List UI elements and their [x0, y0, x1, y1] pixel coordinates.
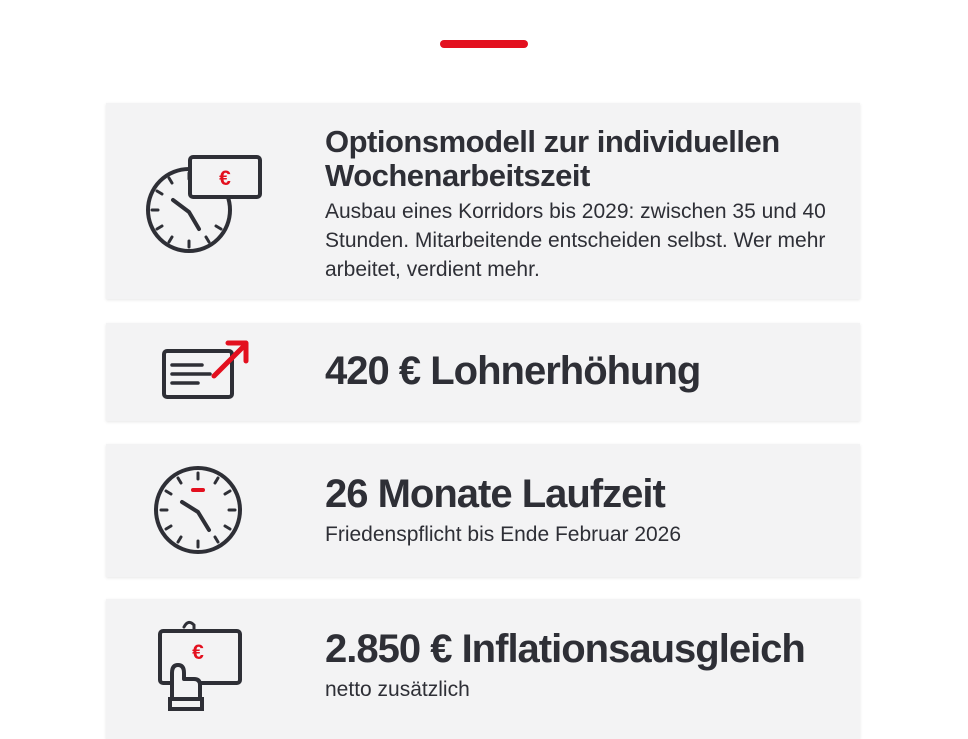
- card-title: Optionsmodell zur individuellen Wochenar…: [325, 124, 780, 193]
- euro-symbol: €: [192, 641, 204, 664]
- card-description: Friedenspflicht bis Ende Februar 2026: [325, 523, 682, 546]
- payslip-with-rising-arrow-icon: [142, 317, 262, 427]
- hand-holding-euro-note-icon: €: [142, 613, 262, 723]
- clock-icon: [142, 456, 262, 566]
- clock-with-euro-note-icon: €: [142, 149, 262, 259]
- euro-symbol: €: [219, 167, 231, 190]
- accent-bar: [440, 40, 528, 48]
- info-card-working-time: € Optionsmodell zur individuellen Wochen…: [106, 103, 860, 299]
- info-card-inflation-compensation: € 2.850 € Inflationsausgleich netto zusä…: [106, 599, 860, 739]
- card-title: 2.850 € Inflationsausgleich: [325, 627, 806, 671]
- info-card-wage-increase: 420 € Lohnerhöhung: [106, 323, 860, 421]
- card-title: 26 Monate Laufzeit: [325, 472, 666, 516]
- card-description: netto zusätzlich: [325, 678, 470, 701]
- info-card-duration: 26 Monate Laufzeit Friedenspflicht bis E…: [106, 444, 860, 577]
- card-title: 420 € Lohnerhöhung: [325, 349, 701, 393]
- card-description: Ausbau eines Korridors bis 2029: zwische…: [325, 200, 826, 281]
